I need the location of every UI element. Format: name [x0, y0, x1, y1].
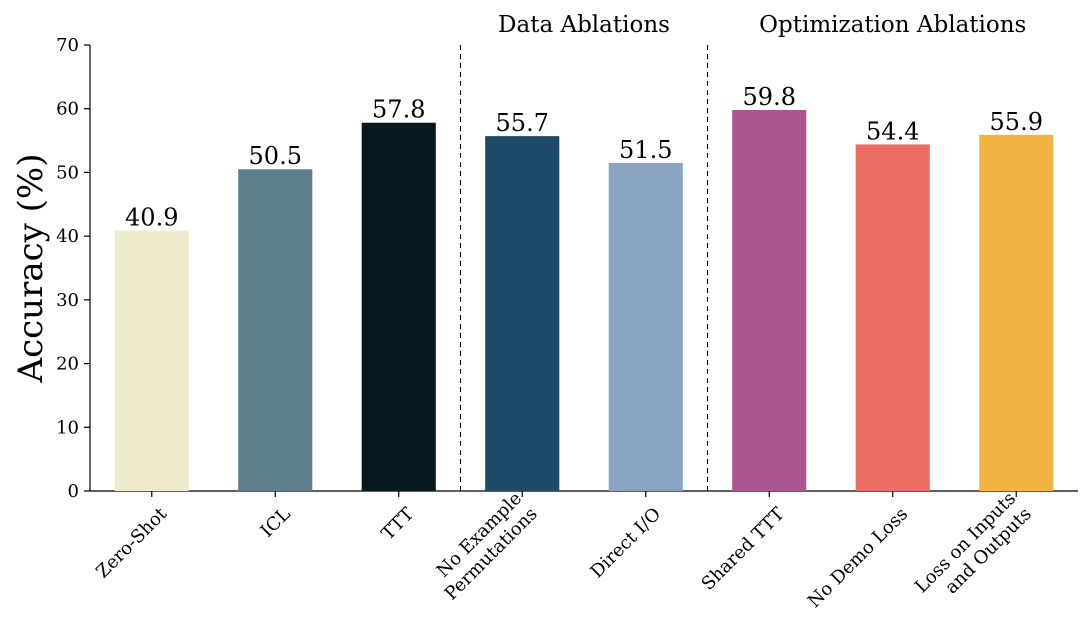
group-title: Optimization Ablations	[759, 12, 1026, 38]
bar	[732, 109, 807, 491]
x-tick-label: Direct I/O	[586, 504, 665, 583]
x-tick-label-line: Direct I/O	[586, 504, 665, 583]
bar-value-label: 51.5	[619, 136, 672, 164]
y-tick-label: 70	[56, 35, 79, 56]
x-tick-label-line: Shared TTT	[698, 504, 789, 595]
bar-value-label: 50.5	[249, 142, 302, 170]
bar	[485, 136, 560, 491]
bar-value-label: 57.8	[372, 96, 425, 124]
x-tick-label: ICL	[257, 504, 295, 542]
bar	[114, 230, 189, 491]
x-tick-label-line: TTT	[377, 504, 418, 545]
y-axis-label: Accuracy (%)	[11, 154, 51, 384]
x-tick-label-line: ICL	[257, 504, 295, 542]
y-tick-label: 30	[56, 290, 79, 311]
bar-value-label: 55.9	[990, 108, 1043, 136]
y-tick-label: 60	[56, 99, 79, 120]
bar-value-label: 55.7	[496, 109, 549, 137]
bar	[608, 162, 683, 491]
x-tick-label-line: No Demo Loss	[804, 504, 912, 612]
y-tick-label: 10	[56, 417, 79, 438]
y-tick-label: 40	[56, 226, 79, 247]
bar	[238, 169, 313, 491]
bar	[855, 144, 930, 491]
y-tick-label: 0	[68, 481, 79, 502]
x-tick-label: No Demo Loss	[804, 504, 912, 612]
bar-value-label: 54.4	[866, 117, 919, 145]
group-title: Data Ablations	[498, 12, 670, 38]
axes: 0 10 20 30 40 50 60 70	[56, 35, 1078, 502]
bar	[361, 122, 436, 491]
x-tick-label-line: Zero-Shot	[92, 503, 172, 583]
bar-value-label: 40.9	[125, 203, 178, 231]
x-tick-label: Shared TTT	[698, 504, 789, 595]
bar	[979, 134, 1054, 491]
y-tick-label: 50	[56, 162, 79, 183]
x-tick-label: TTT	[377, 504, 418, 545]
bars	[114, 109, 1054, 491]
x-tick-label: Zero-Shot	[92, 503, 172, 583]
bar-value-label: 59.8	[743, 83, 796, 111]
y-tick-label: 20	[56, 354, 79, 375]
